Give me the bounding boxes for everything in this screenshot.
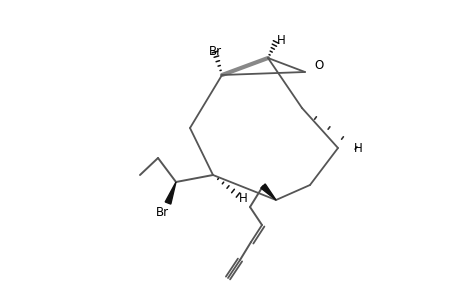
Text: Br: Br [208,44,221,58]
Polygon shape [260,184,275,200]
Polygon shape [165,182,176,204]
Text: Br: Br [155,206,168,220]
Text: H: H [238,191,247,205]
Text: H: H [276,34,285,46]
Text: O: O [313,58,323,71]
Text: H: H [353,142,362,154]
